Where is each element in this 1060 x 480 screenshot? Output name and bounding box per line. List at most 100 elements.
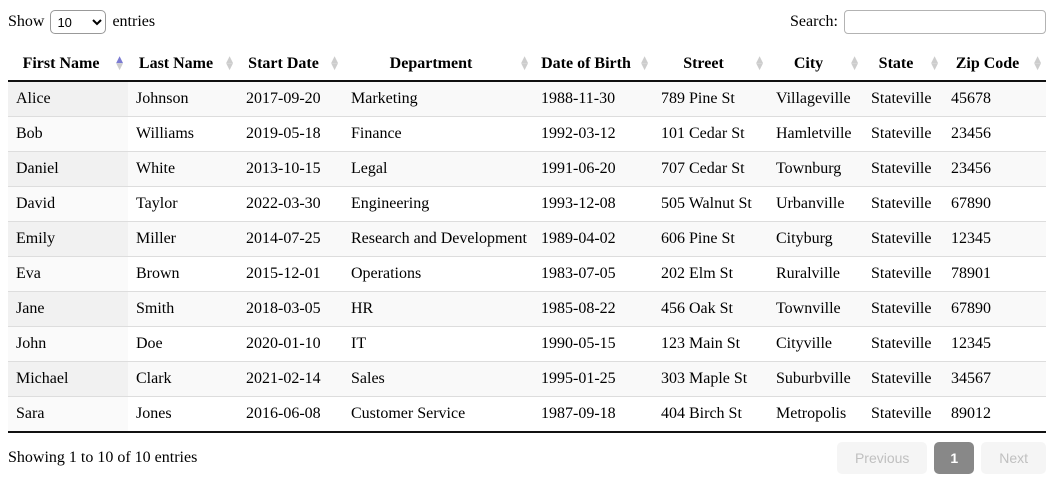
- sort-asc-icon: ▲: [851, 55, 858, 65]
- sort-icons: ▲ ▼: [641, 55, 648, 72]
- current-page-button[interactable]: 1: [934, 442, 975, 474]
- sort-asc-icon: ▲: [116, 55, 123, 65]
- table-footer: Showing 1 to 10 of 10 entries Previous 1…: [8, 442, 1046, 474]
- search-control: Search:: [790, 10, 1046, 34]
- table-cell: Villageville: [768, 81, 863, 117]
- sort-desc-icon: ▼: [851, 62, 858, 72]
- table-cell: 202 Elm St: [653, 256, 768, 292]
- table-cell: Doe: [128, 326, 238, 362]
- previous-page-button[interactable]: Previous: [836, 442, 928, 474]
- table-cell: Jane: [8, 291, 128, 327]
- column-header-last-name[interactable]: Last Name ▲ ▼: [128, 48, 238, 82]
- table-cell: 67890: [943, 291, 1046, 327]
- table-cell: Daniel: [8, 151, 128, 187]
- column-label: First Name: [22, 55, 100, 72]
- table-cell: 34567: [943, 361, 1046, 397]
- column-header-zip-code[interactable]: Zip Code ▲ ▼: [943, 48, 1046, 82]
- table-cell: Cityville: [768, 326, 863, 362]
- table-cell: Stateville: [863, 326, 943, 362]
- sort-desc-icon: ▼: [756, 62, 763, 72]
- table-cell: 2017-09-20: [238, 81, 343, 117]
- table-cell: IT: [343, 326, 533, 362]
- table-cell: 1989-04-02: [533, 221, 653, 257]
- table-cell: Engineering: [343, 186, 533, 222]
- table-cell: 123 Main St: [653, 326, 768, 362]
- entries-label: entries: [112, 13, 156, 30]
- table-cell: 456 Oak St: [653, 291, 768, 327]
- column-header-first-name[interactable]: First Name ▲ ▼: [8, 48, 128, 82]
- table-body: Alice Johnson 2017-09-20 Marketing 1988-11-3…: [8, 81, 1046, 433]
- sort-desc-icon: ▼: [226, 62, 233, 72]
- table-cell: 505 Walnut St: [653, 186, 768, 222]
- column-header-date-of-birth[interactable]: Date of Birth ▲ ▼: [533, 48, 653, 82]
- column-header-street[interactable]: Street ▲ ▼: [653, 48, 768, 82]
- table-cell: 12345: [943, 221, 1046, 257]
- sort-asc-icon: ▲: [226, 55, 233, 65]
- column-label: Start Date: [248, 55, 319, 72]
- table-cell: 78901: [943, 256, 1046, 292]
- table-row: Michael Clark 2021-02-14 Sales 1995-01-25 303…: [8, 361, 1046, 397]
- column-header-state[interactable]: State ▲ ▼: [863, 48, 943, 82]
- sort-icons: ▲ ▼: [226, 55, 233, 72]
- column-header-department[interactable]: Department ▲ ▼: [343, 48, 533, 82]
- table-row: Daniel White 2013-10-15 Legal 1991-06-20 707 …: [8, 151, 1046, 187]
- column-header-start-date[interactable]: Start Date ▲ ▼: [238, 48, 343, 82]
- table-cell: Finance: [343, 116, 533, 152]
- datatable-widget: Show 10 entries Search: First Name ▲ ▼ Last…: [8, 8, 1046, 474]
- table-cell: Stateville: [863, 116, 943, 152]
- table-cell: Stateville: [863, 256, 943, 292]
- table-cell: 12345: [943, 326, 1046, 362]
- table-cell: Operations: [343, 256, 533, 292]
- table-cell: Metropolis: [768, 396, 863, 433]
- table-cell: Suburbville: [768, 361, 863, 397]
- table-cell: Michael: [8, 361, 128, 397]
- next-page-button[interactable]: Next: [981, 442, 1046, 474]
- table-header-row: First Name ▲ ▼ Last Name ▲ ▼ Start Date ▲ ▼ Depar…: [8, 48, 1046, 82]
- table-cell: 2022-03-30: [238, 186, 343, 222]
- search-input[interactable]: [844, 10, 1046, 34]
- table-row: David Taylor 2022-03-30 Engineering 1993-12-…: [8, 186, 1046, 222]
- table-cell: Brown: [128, 256, 238, 292]
- table-cell: 2013-10-15: [238, 151, 343, 187]
- page-length-control: Show 10 entries: [8, 10, 155, 34]
- table-cell: Johnson: [128, 81, 238, 117]
- table-cell: 1990-05-15: [533, 326, 653, 362]
- page-length-select[interactable]: 10: [50, 10, 107, 34]
- sort-icons: ▲ ▼: [521, 56, 528, 72]
- table-cell: 1983-07-05: [533, 256, 653, 292]
- data-table: First Name ▲ ▼ Last Name ▲ ▼ Start Date ▲ ▼ Depar…: [8, 48, 1046, 433]
- table-cell: 404 Birch St: [653, 396, 768, 433]
- table-cell: 1995-01-25: [533, 361, 653, 397]
- column-label: Last Name: [138, 55, 214, 72]
- sort-asc-icon: ▲: [756, 55, 763, 65]
- table-row: Emily Miller 2014-07-25 Research and Develo…: [8, 221, 1046, 257]
- sort-icons: ▲ ▼: [331, 56, 338, 72]
- column-header-city[interactable]: City ▲ ▼: [768, 48, 863, 82]
- sort-icons: ▲ ▼: [116, 55, 123, 72]
- table-cell: Marketing: [343, 81, 533, 117]
- column-label: Date of Birth: [541, 55, 631, 72]
- table-cell: Stateville: [863, 221, 943, 257]
- table-cell: White: [128, 151, 238, 187]
- column-label: State: [878, 55, 914, 72]
- table-cell: 2020-01-10: [238, 326, 343, 362]
- table-cell: Emily: [8, 221, 128, 257]
- table-header: First Name ▲ ▼ Last Name ▲ ▼ Start Date ▲ ▼ Depar…: [8, 48, 1046, 82]
- table-cell: Stateville: [863, 81, 943, 117]
- table-cell: Stateville: [863, 291, 943, 327]
- table-cell: Research and Development: [343, 221, 533, 257]
- sort-desc-icon: ▼: [116, 62, 123, 72]
- sort-asc-icon: ▲: [641, 55, 648, 65]
- table-cell: Smith: [128, 291, 238, 327]
- table-cell: 789 Pine St: [653, 81, 768, 117]
- table-cell: 1988-11-30: [533, 81, 653, 117]
- table-cell: Clark: [128, 361, 238, 397]
- table-cell: 1992-03-12: [533, 116, 653, 152]
- table-cell: Townburg: [768, 151, 863, 187]
- table-cell: Stateville: [863, 186, 943, 222]
- table-cell: Urbanville: [768, 186, 863, 222]
- table-controls: Show 10 entries Search:: [8, 8, 1046, 36]
- column-label: City: [793, 55, 824, 72]
- sort-icons: ▲ ▼: [931, 56, 938, 72]
- table-cell: Cityburg: [768, 221, 863, 257]
